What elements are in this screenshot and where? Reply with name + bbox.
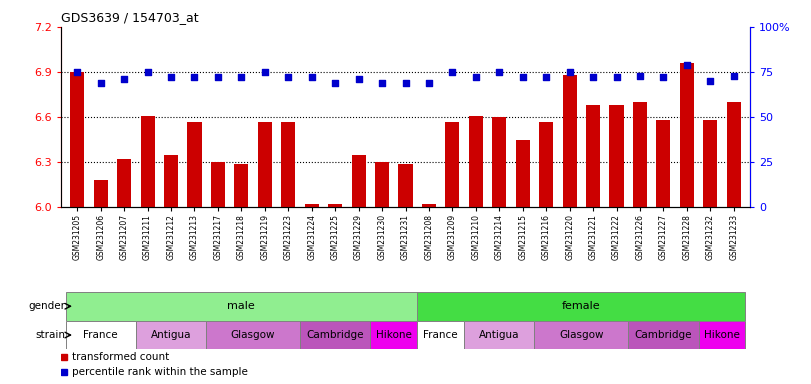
Bar — [300, 321, 371, 349]
Point — [446, 69, 459, 75]
Text: France: France — [423, 330, 458, 340]
Text: Glasgow: Glasgow — [231, 330, 276, 340]
Point — [586, 74, 599, 81]
Text: female: female — [562, 301, 601, 311]
Bar — [71, 72, 84, 207]
Bar — [680, 63, 694, 207]
Text: Cambridge: Cambridge — [635, 330, 692, 340]
Text: Hikone: Hikone — [704, 330, 740, 340]
Point — [94, 80, 107, 86]
Point — [235, 74, 248, 81]
Text: gender: gender — [28, 301, 66, 311]
Point — [727, 73, 740, 79]
Bar — [93, 180, 108, 207]
Point — [352, 76, 365, 82]
Bar — [117, 159, 131, 207]
Point — [517, 74, 530, 81]
Bar — [629, 321, 698, 349]
Text: Antigua: Antigua — [479, 330, 520, 340]
Point — [188, 74, 201, 81]
Bar — [698, 321, 745, 349]
Point — [657, 74, 670, 81]
Point — [281, 74, 294, 81]
Bar — [563, 75, 577, 207]
Point — [610, 74, 623, 81]
Text: transformed count: transformed count — [72, 352, 169, 362]
Bar — [610, 105, 624, 207]
Bar — [464, 321, 534, 349]
Bar — [258, 122, 272, 207]
Bar — [492, 117, 506, 207]
Bar — [656, 120, 671, 207]
Bar — [136, 321, 206, 349]
Point — [141, 69, 154, 75]
Bar — [586, 105, 600, 207]
Text: strain: strain — [36, 330, 66, 340]
Bar — [422, 204, 436, 207]
Bar — [371, 321, 417, 349]
Point — [680, 62, 693, 68]
Bar — [539, 122, 553, 207]
Point — [399, 80, 412, 86]
Text: GDS3639 / 154703_at: GDS3639 / 154703_at — [61, 11, 199, 24]
Point — [212, 74, 225, 81]
Bar — [305, 204, 319, 207]
Point — [328, 80, 341, 86]
Text: Cambridge: Cambridge — [307, 330, 364, 340]
Point — [633, 73, 646, 79]
Text: Hikone: Hikone — [375, 330, 412, 340]
Point — [259, 69, 272, 75]
Point — [305, 74, 318, 81]
Point — [118, 76, 131, 82]
Bar — [211, 162, 225, 207]
Point — [704, 78, 717, 84]
Point — [470, 74, 483, 81]
Bar — [206, 321, 300, 349]
Bar — [703, 120, 718, 207]
Bar — [352, 155, 366, 207]
Point — [493, 69, 506, 75]
Bar — [534, 321, 629, 349]
Bar — [140, 116, 155, 207]
Bar — [66, 321, 136, 349]
Bar — [328, 204, 342, 207]
Bar — [398, 164, 413, 207]
Bar — [187, 122, 201, 207]
Bar — [727, 102, 740, 207]
Bar — [375, 162, 389, 207]
Point — [539, 74, 552, 81]
Bar — [417, 292, 745, 321]
Bar — [469, 116, 483, 207]
Point — [165, 74, 178, 81]
Bar — [234, 164, 248, 207]
Point — [563, 69, 576, 75]
Bar — [164, 155, 178, 207]
Text: percentile rank within the sample: percentile rank within the sample — [72, 367, 248, 377]
Text: Antigua: Antigua — [151, 330, 191, 340]
Text: Glasgow: Glasgow — [559, 330, 603, 340]
Bar — [417, 321, 464, 349]
Bar — [281, 122, 295, 207]
Point — [71, 69, 84, 75]
Bar — [66, 292, 417, 321]
Text: France: France — [84, 330, 118, 340]
Bar — [445, 122, 459, 207]
Bar — [516, 140, 530, 207]
Point — [423, 80, 436, 86]
Text: male: male — [228, 301, 255, 311]
Bar — [633, 102, 647, 207]
Point — [375, 80, 388, 86]
